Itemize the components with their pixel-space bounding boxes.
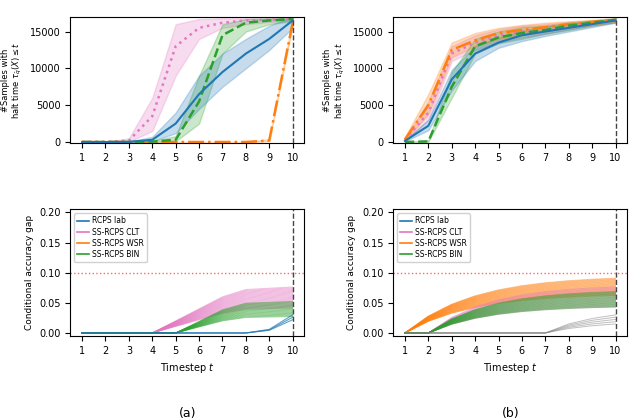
Legend: RCPS lab, SS-RCPS CLT, SS-RCPS WSR, SS-RCPS BIN: RCPS lab, SS-RCPS CLT, SS-RCPS WSR, SS-R…	[397, 213, 470, 262]
Text: (b): (b)	[501, 407, 519, 420]
X-axis label: Timestep $t$: Timestep $t$	[483, 361, 538, 375]
Y-axis label: Conditional accuracy gap: Conditional accuracy gap	[24, 215, 34, 330]
Y-axis label: Conditional accuracy gap: Conditional accuracy gap	[348, 215, 356, 330]
Legend: RCPS lab, SS-RCPS CLT, SS-RCPS WSR, SS-RCPS BIN: RCPS lab, SS-RCPS CLT, SS-RCPS WSR, SS-R…	[74, 213, 147, 262]
Text: (a): (a)	[179, 407, 196, 420]
X-axis label: Timestep $t$: Timestep $t$	[160, 361, 214, 375]
Y-axis label: #Samples with
halt time $\tau_{\hat{q}}(X) \leq t$: #Samples with halt time $\tau_{\hat{q}}(…	[1, 42, 24, 119]
Y-axis label: #Samples with
halt time $\tau_{\hat{q}}(X) \leq t$: #Samples with halt time $\tau_{\hat{q}}(…	[323, 42, 348, 119]
